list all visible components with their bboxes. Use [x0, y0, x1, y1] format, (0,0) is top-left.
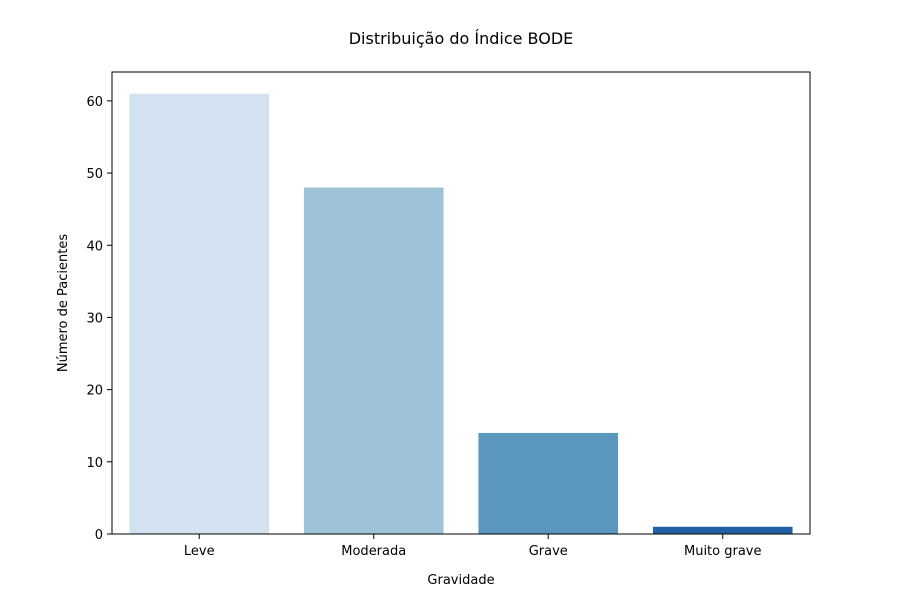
y-tick-label: 40 [86, 239, 103, 254]
x-tick-label: Leve [184, 544, 215, 559]
x-axis: Leve Moderada Grave Muito grave [184, 534, 762, 559]
chart-title: Distribuição do Índice BODE [349, 29, 574, 48]
bar-grave [478, 432, 619, 534]
x-tick-label: Moderada [341, 544, 406, 559]
x-tick-label: Muito grave [684, 544, 762, 559]
bar-moderada [303, 187, 444, 534]
y-tick-label: 20 [86, 384, 103, 399]
y-tick-label: 50 [86, 167, 103, 182]
bar-leve [129, 93, 270, 534]
x-axis-label: Gravidade [427, 573, 494, 588]
y-tick-label: 60 [86, 95, 103, 110]
bar-muito-grave [652, 526, 793, 534]
y-tick-label: 0 [95, 528, 103, 543]
y-axis-label: Número de Pacientes [56, 234, 71, 372]
bars-layer [129, 93, 793, 534]
axes-frame [111, 71, 811, 535]
y-axis: 0 10 20 30 40 50 60 [86, 95, 112, 543]
y-tick-label: 30 [86, 311, 103, 326]
x-tick-label: Grave [529, 544, 568, 559]
y-tick-label: 10 [86, 456, 103, 471]
